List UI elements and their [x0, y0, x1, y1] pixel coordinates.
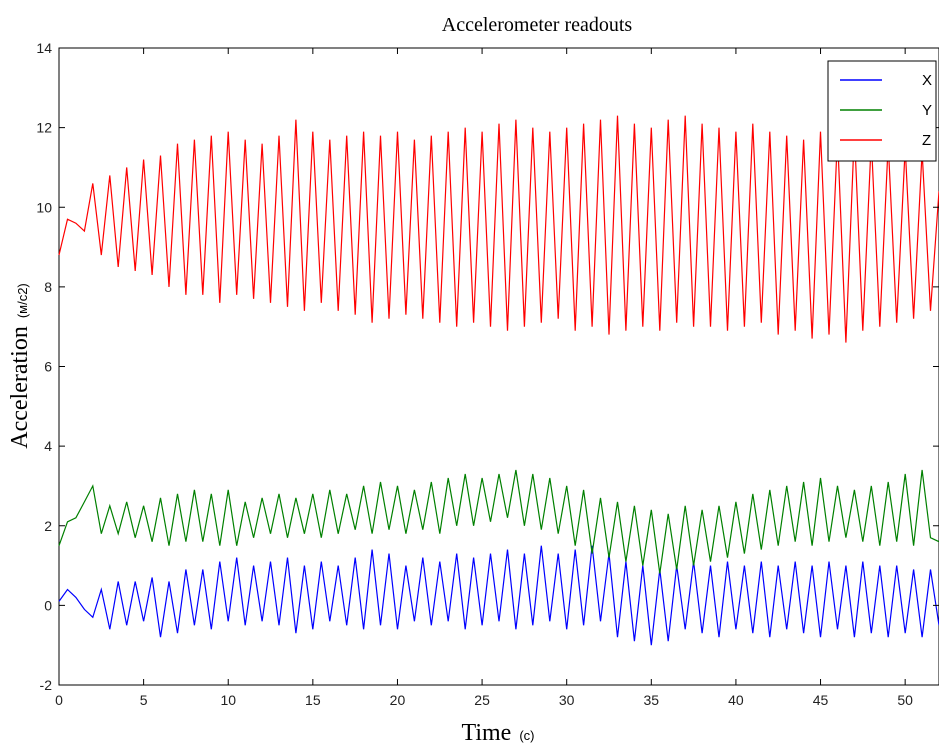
y-tick-label: 6 [44, 359, 52, 375]
x-tick-label: 50 [897, 692, 913, 708]
legend-label-z: Z [922, 132, 931, 149]
x-tick-label: 25 [474, 692, 490, 708]
x-axis-label: Time (c) [462, 720, 535, 746]
y-axis-label: Acceleration (м/с2) [7, 283, 33, 449]
legend-items: XYZ [840, 72, 932, 149]
series-line-x [58, 545, 939, 646]
y-tick-label: 12 [36, 120, 52, 136]
x-tick-label: 45 [813, 692, 829, 708]
x-tick-label: 10 [220, 692, 236, 708]
legend-label-x: X [922, 72, 932, 89]
y-tick-label: 10 [36, 199, 52, 215]
series-line-z [58, 115, 939, 343]
y-tick-label: 0 [44, 597, 52, 613]
y-tick-label: 4 [44, 438, 52, 454]
series-layer [58, 115, 939, 646]
x-tick-label: 30 [559, 692, 575, 708]
legend-box [827, 60, 937, 162]
x-tick-label: 5 [140, 692, 148, 708]
legend: XYZ [827, 60, 937, 162]
plot-frame [58, 47, 939, 686]
x-tick-label: 40 [728, 692, 744, 708]
x-tick-label: 15 [305, 692, 321, 708]
y-tick-label: 14 [36, 40, 52, 56]
x-axis-ticks: 0 5 10 15 20 25 30 35 40 45 50 [55, 48, 913, 708]
x-axis-title: Time [462, 720, 512, 746]
x-tick-label: 20 [390, 692, 406, 708]
y-axis-ticks: -2 0 2 4 6 8 10 12 14 [36, 40, 939, 693]
series-line-y [58, 469, 939, 574]
y-tick-label: -2 [40, 677, 53, 693]
chart-title: Accelerometer readouts [442, 14, 633, 36]
legend-label-y: Y [922, 102, 932, 119]
y-axis-unit: (м/с2) [15, 283, 30, 318]
y-tick-label: 8 [44, 279, 52, 295]
y-axis-title: Acceleration [7, 326, 33, 449]
plot-area [58, 47, 939, 686]
x-axis-unit: (c) [519, 728, 534, 743]
x-tick-label: 0 [55, 692, 63, 708]
y-tick-label: 2 [44, 518, 52, 534]
x-tick-label: 35 [644, 692, 660, 708]
